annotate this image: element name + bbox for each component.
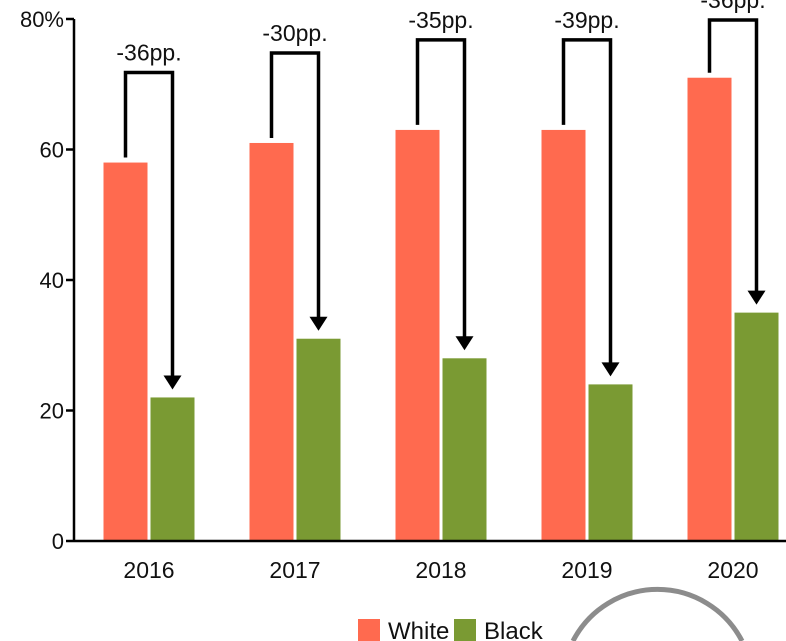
arrow-head <box>601 362 620 377</box>
difference-label: -36pp. <box>116 40 181 66</box>
difference-label: -36pp. <box>700 0 765 13</box>
x-tick-label: 2019 <box>561 557 612 583</box>
difference-bracket <box>707 18 759 295</box>
bar-white <box>687 77 732 541</box>
y-tick-label: 60 <box>40 138 64 163</box>
decorative-circle-arc <box>570 586 745 641</box>
y-tick-label: 0 <box>52 529 64 554</box>
arrow-head <box>747 290 766 305</box>
bar-white <box>541 129 586 542</box>
y-tick-label: 80% <box>20 7 64 32</box>
difference-bracket <box>415 38 467 341</box>
difference-label: -39pp. <box>554 7 619 33</box>
bar-white <box>249 142 294 541</box>
legend: White Black <box>358 618 544 641</box>
legend-label-white: White <box>388 618 449 641</box>
arrow-head <box>309 316 328 331</box>
difference-bracket <box>561 38 613 367</box>
x-tick-label: 2018 <box>415 557 466 583</box>
difference-label: -35pp. <box>408 7 473 33</box>
legend-swatch-black <box>454 619 476 641</box>
x-tick-labels: 2016 2017 2018 2019 2020 <box>123 557 758 583</box>
bar-black <box>296 338 341 541</box>
difference-label: -30pp. <box>262 20 327 46</box>
y-tick-label: 40 <box>40 268 64 293</box>
x-tick-label: 2016 <box>123 557 174 583</box>
annotations: -36pp. -30pp. -35pp. -39pp. -36pp. <box>116 0 766 390</box>
bar-black <box>588 384 633 541</box>
x-tick-label: 2017 <box>269 557 320 583</box>
legend-swatch-white <box>358 619 380 641</box>
legend-label-black: Black <box>484 618 544 641</box>
arrow-head <box>163 375 182 390</box>
y-ticks: 0 20 40 60 80% <box>20 7 74 554</box>
bar-white <box>395 129 440 542</box>
bar-white <box>103 162 148 542</box>
bar-black <box>734 312 779 541</box>
x-tick-label: 2020 <box>707 557 758 583</box>
bar-black <box>442 358 487 541</box>
difference-bracket <box>269 51 321 321</box>
bar-black <box>150 397 195 541</box>
difference-bracket <box>123 70 175 380</box>
bars <box>103 77 779 542</box>
arrow-head <box>455 336 474 351</box>
y-tick-label: 20 <box>40 399 64 424</box>
